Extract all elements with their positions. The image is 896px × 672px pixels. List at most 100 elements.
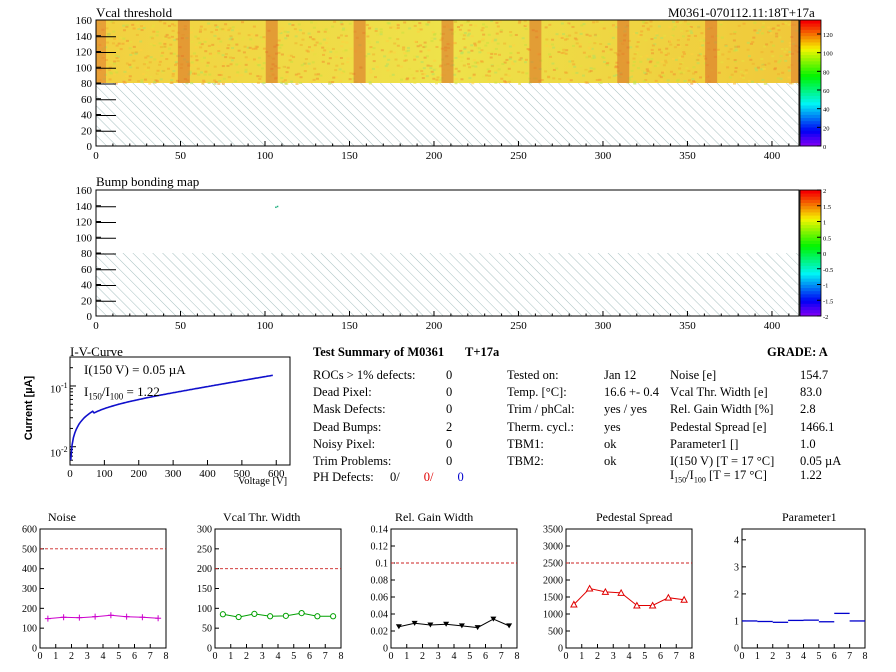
palette-bin xyxy=(800,196,821,200)
roc-x-tick-label: 3 xyxy=(85,651,90,662)
vcal-pixel xyxy=(599,81,603,84)
roc-x-tick-label: 3 xyxy=(611,651,616,662)
vcal-pixel xyxy=(188,71,192,74)
roc-x-tick-label: 1 xyxy=(404,651,409,662)
vcal-pixel xyxy=(107,32,111,35)
vcal-pixel xyxy=(143,78,147,81)
vcal-pixel xyxy=(155,80,159,83)
vcal-pixel xyxy=(132,59,136,62)
vcal-pixel xyxy=(495,21,499,24)
vcal-pixel xyxy=(160,54,164,57)
vcal-pixel xyxy=(227,44,231,47)
module-id: M0361-070112.11:18T+17a xyxy=(668,5,815,20)
vcal-pixel xyxy=(480,29,484,32)
palette-bin xyxy=(800,297,821,301)
vcal-pixel xyxy=(419,50,423,53)
iv-ytick-2: 10-2 xyxy=(50,445,68,460)
palette-bin xyxy=(800,290,821,295)
vcal-pixel xyxy=(416,28,420,31)
vcal-pixel xyxy=(115,71,119,74)
x-tick-label: 200 xyxy=(426,150,443,162)
vcal-pixel xyxy=(628,74,632,77)
vcal-pixel xyxy=(240,38,244,41)
vcal-pixel xyxy=(471,65,475,68)
vcal-pixel xyxy=(632,60,636,63)
vcal-pixel xyxy=(394,58,398,61)
vcal-pixel xyxy=(107,69,111,72)
roc-x-tick-label: 8 xyxy=(690,651,695,662)
vcal-pixel xyxy=(214,52,218,55)
vcal-pixel xyxy=(416,30,420,33)
vcal-pixel xyxy=(473,42,477,45)
roc-x-tick-label: 4 xyxy=(452,651,457,662)
roc-x-tick-label: 1 xyxy=(228,651,233,662)
vcal-pixel xyxy=(481,26,485,29)
summary-right-value: 154.7 xyxy=(800,368,829,382)
vcal-pixel xyxy=(202,56,206,59)
vcal-pixel xyxy=(305,65,309,68)
vcal-pixel xyxy=(235,43,239,46)
vcal-pixel xyxy=(248,72,252,75)
vcal-pixel xyxy=(298,29,302,32)
vcal-pixel xyxy=(640,30,644,33)
palette-bin xyxy=(800,208,821,213)
vcal-pixel xyxy=(645,21,649,24)
vcal-pixel xyxy=(593,42,597,45)
vcal-pixel xyxy=(277,66,281,69)
vcal-pixel xyxy=(194,35,198,38)
vcal-pixel xyxy=(489,56,493,59)
roc-y-tick-label: 0 xyxy=(207,644,212,655)
vcal-pixel xyxy=(788,44,792,47)
vcal-pixel xyxy=(173,24,177,27)
palette-bin xyxy=(800,221,821,226)
vcal-pixel xyxy=(396,44,400,47)
vcal-map-title: Vcal threshold xyxy=(96,5,173,20)
vcal-pixel xyxy=(207,25,211,28)
vcal-pixel xyxy=(345,41,349,44)
vcal-pixel xyxy=(733,32,737,35)
vcal-pixel xyxy=(587,70,591,73)
palette-bin xyxy=(800,70,821,74)
palette-bin xyxy=(800,142,821,147)
vcal-pixel xyxy=(568,34,572,37)
vcal-pixel xyxy=(749,58,753,61)
vcal-pixel xyxy=(197,34,201,37)
vcal-pixel xyxy=(699,76,703,79)
vcal-pixel xyxy=(458,28,462,31)
vcal-pixel xyxy=(503,42,507,45)
vcal-pixel xyxy=(286,31,290,34)
roc-x-tick-label: 4 xyxy=(801,651,806,662)
vcal-pixel xyxy=(294,35,298,38)
vcal-pixel xyxy=(518,58,522,61)
vcal-pixel xyxy=(175,62,179,65)
vcal-pixel xyxy=(664,61,668,64)
palette-bin xyxy=(800,89,821,93)
vcal-pixel xyxy=(454,78,458,81)
vcal-pixel xyxy=(734,45,738,48)
vcal-pixel xyxy=(431,73,435,76)
roc-x-tick-label: 0 xyxy=(213,651,218,662)
vcal-pixel xyxy=(639,60,643,63)
vcal-pixel xyxy=(124,42,128,45)
vcal-pixel xyxy=(388,51,392,54)
vcal-pixel xyxy=(349,72,353,75)
vcal-pixel xyxy=(683,80,687,83)
vcal-pixel xyxy=(662,74,666,77)
vcal-pixel xyxy=(259,36,263,39)
palette-bin xyxy=(800,212,821,216)
vcal-pixel xyxy=(692,66,696,69)
vcal-pixel xyxy=(692,72,696,75)
vcal-pixel xyxy=(612,74,616,77)
vcal-pixel xyxy=(324,28,328,31)
vcal-pixel xyxy=(318,42,322,45)
vcal-pixel xyxy=(466,20,470,23)
vcal-pixel xyxy=(587,46,591,49)
vcal-pixel xyxy=(573,37,577,40)
vcal-pixel xyxy=(135,33,139,36)
vcal-pixel xyxy=(315,77,319,80)
y-tick-label: 100 xyxy=(76,62,93,74)
summary-middle-label: TBM1: xyxy=(507,436,544,451)
vcal-pixel xyxy=(689,26,693,29)
vcal-pixel xyxy=(609,41,613,44)
vcal-pixel xyxy=(432,33,436,36)
